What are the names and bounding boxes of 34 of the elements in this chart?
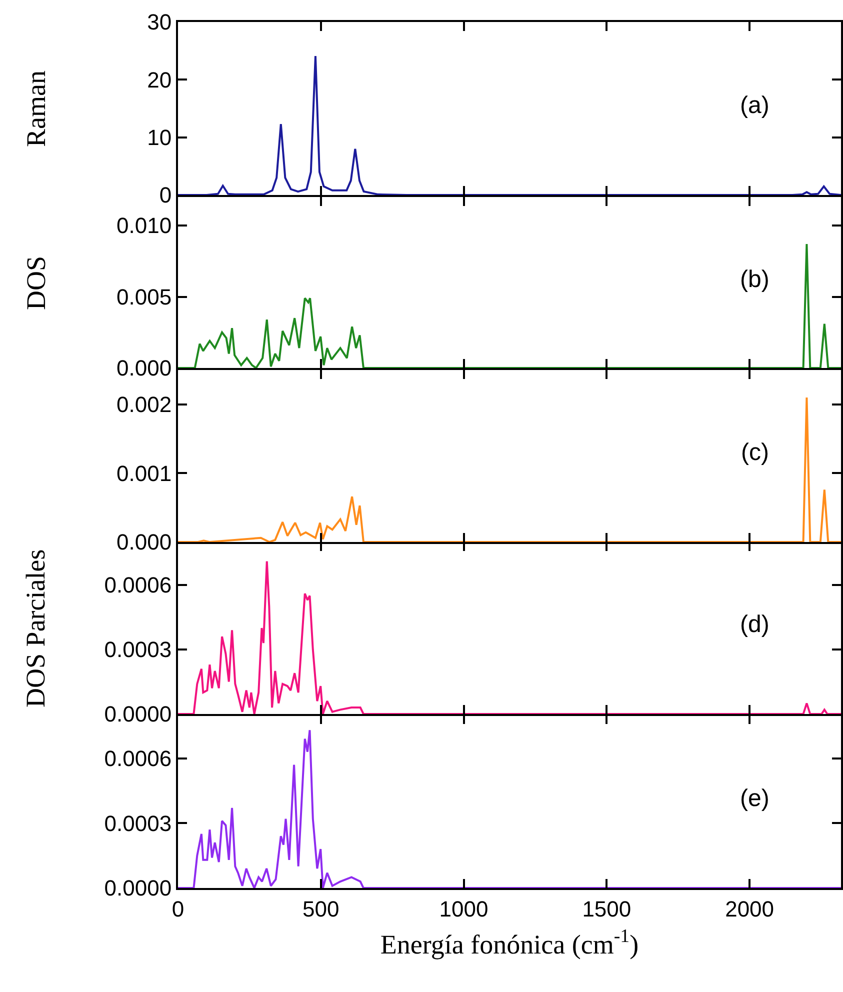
annotation: (e) [740, 785, 770, 812]
y-axis-title: DOS Parciales [20, 549, 50, 708]
line-series [178, 243, 841, 368]
y-tick-label: 0.000 [116, 356, 172, 381]
y-tick-label: 0.002 [116, 392, 172, 418]
annotation: (b) [740, 266, 770, 293]
line-series [178, 55, 841, 195]
x-tick-label: 500 [302, 896, 340, 922]
x-axis-title: Energía fonónica (cm$^{-1}$) [380, 926, 639, 960]
y-tick-label: 0.0003 [104, 810, 172, 836]
y-tick-label: 0.001 [116, 460, 172, 486]
line-series [178, 396, 841, 542]
y-tick-label: 10 [147, 125, 172, 150]
y-tick-label: 0.000 [116, 530, 172, 555]
annotation: (d) [740, 611, 770, 638]
annotation: (c) [741, 439, 769, 466]
x-tick-label: 2000 [725, 896, 774, 922]
y-tick-label: 0.0000 [104, 876, 172, 901]
x-tick-label: 1000 [439, 896, 488, 922]
x-tick-label: 1500 [582, 896, 632, 922]
y-tick-label: 0.0006 [104, 572, 172, 598]
y-tick-label: 20 [147, 67, 172, 92]
y-axis-title: Raman [20, 70, 51, 147]
y-axis-title: DOS [20, 256, 51, 310]
annotation: (a) [740, 92, 770, 119]
line-series [178, 560, 841, 714]
line-series [178, 729, 841, 888]
y-tick-label: 0.0006 [104, 746, 172, 771]
y-tick-label: 0.005 [116, 284, 172, 310]
y-tick-label: 0 [159, 182, 172, 208]
y-tick-label: 0.0000 [104, 702, 172, 727]
y-tick-label: 30 [147, 10, 172, 35]
y-tick-label: 0.010 [116, 213, 172, 238]
y-tick-label: 0.0003 [104, 637, 172, 662]
